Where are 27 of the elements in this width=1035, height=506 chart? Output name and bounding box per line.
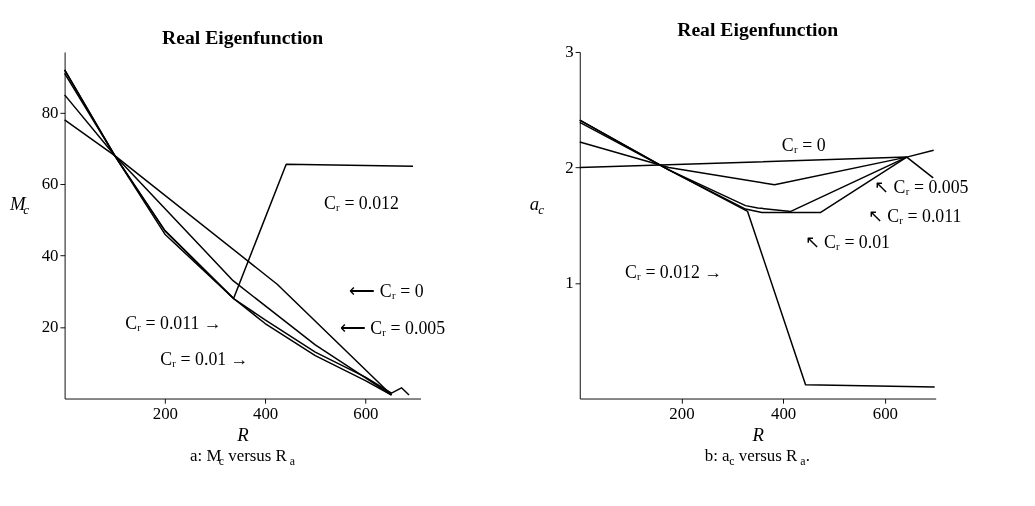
chart-title: Real Eigenfunction [677,18,839,41]
x-tick-label: 600 [872,403,898,423]
x-axis-title: R [236,424,250,446]
annotation: ⟵ Cᵣ = 0 [349,281,424,302]
annotation: Cᵣ = 0.01 → [160,349,249,370]
y-tick-label: 1 [565,273,574,293]
annotation: ↖ Cᵣ = 0.011 [867,205,962,226]
annotation: ⟵ Cᵣ = 0.005 [339,317,446,338]
x-tick-label: 400 [771,403,797,423]
y-tick-label: 20 [41,317,59,337]
annotation: ↖ Cᵣ = 0.005 [874,176,969,197]
annotation: Cᵣ = 0.012 → [624,262,723,283]
x-tick-label: 400 [252,403,279,423]
x-axis-title: R [751,424,765,446]
annotation: Cᵣ = 0 [781,135,826,156]
y-tick-label: 80 [41,102,59,122]
y-tick-label: 40 [41,245,59,265]
annotation: Cᵣ = 0.012 [324,193,399,214]
y-tick-label: 2 [565,157,574,177]
x-tick-label: 200 [669,403,695,423]
y-tick-label: 3 [565,42,574,62]
x-tick-label: 200 [152,403,178,423]
annotation: Cᵣ = 0.011 → [125,313,222,334]
y-tick-label: 60 [41,174,59,194]
chart-title: Real Eigenfunction [162,26,324,49]
x-tick-label: 600 [353,403,379,423]
annotation: ↖ Cᵣ = 0.01 [804,232,890,253]
